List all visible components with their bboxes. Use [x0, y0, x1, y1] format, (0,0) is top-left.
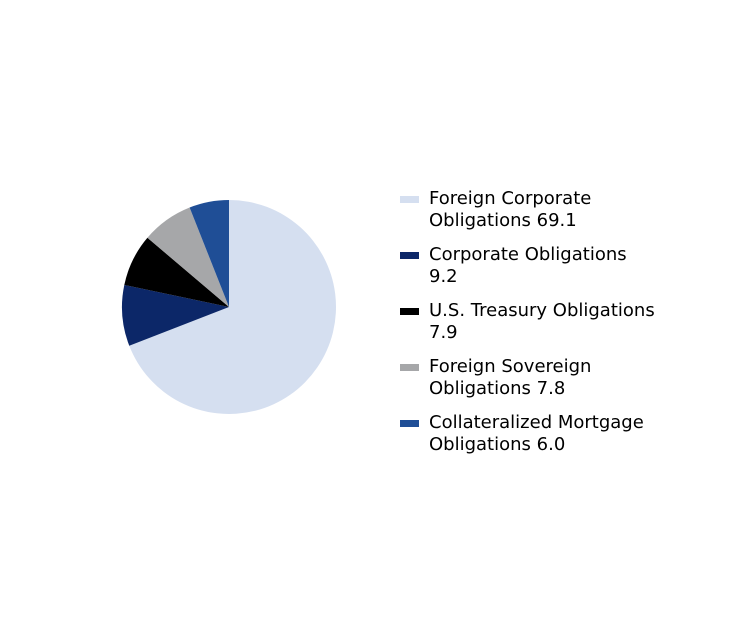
legend-item: Collateralized Mortgage Obligations 6.0	[400, 412, 660, 456]
legend-label: Collateralized Mortgage Obligations	[429, 412, 644, 455]
legend-swatch	[400, 252, 419, 259]
legend-swatch	[400, 196, 419, 203]
legend-swatch	[400, 308, 419, 315]
legend-swatch	[400, 364, 419, 371]
legend-label: U.S. Treasury Obligations	[429, 300, 655, 321]
pie-slice	[129, 200, 336, 414]
legend-value: 7.8	[536, 378, 566, 399]
legend-swatch	[400, 420, 419, 427]
legend-item: Corporate Obligations 9.2	[400, 244, 660, 288]
legend-item: Foreign Corporate Obligations 69.1	[400, 188, 660, 232]
legend-value: 69.1	[536, 210, 577, 231]
legend-value: 7.9	[429, 322, 458, 343]
legend: Foreign Corporate Obligations 69.1 Corpor…	[400, 188, 660, 468]
legend-item: U.S. Treasury Obligations 7.9	[400, 300, 660, 344]
legend-label: Corporate Obligations	[429, 244, 627, 265]
pie-slice	[121, 284, 229, 346]
pie-slice	[147, 207, 229, 307]
legend-value: 6.0	[536, 434, 566, 455]
legend-label: Foreign Sovereign Obligations	[429, 356, 592, 399]
legend-value: 9.2	[429, 266, 458, 287]
pie-slice	[189, 200, 229, 307]
pie-slice	[124, 237, 229, 307]
legend-label: Foreign Corporate Obligations	[429, 188, 592, 231]
legend-item: Foreign Sovereign Obligations 7.8	[400, 356, 660, 400]
